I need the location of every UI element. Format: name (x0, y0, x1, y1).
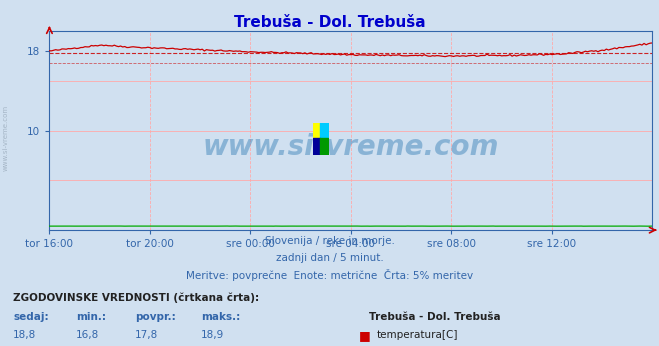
Text: 17,8: 17,8 (135, 330, 158, 340)
Text: Meritve: povprečne  Enote: metrične  Črta: 5% meritev: Meritve: povprečne Enote: metrične Črta:… (186, 269, 473, 281)
Text: www.si-vreme.com: www.si-vreme.com (2, 105, 9, 172)
Text: povpr.:: povpr.: (135, 312, 176, 322)
Text: temperatura[C]: temperatura[C] (377, 330, 459, 340)
Text: 18,8: 18,8 (13, 330, 36, 340)
Text: ■: ■ (359, 329, 371, 342)
Text: maks.:: maks.: (201, 312, 241, 322)
Text: min.:: min.: (76, 312, 106, 322)
Text: www.si-vreme.com: www.si-vreme.com (203, 133, 499, 161)
Text: Slovenija / reke in morje.: Slovenija / reke in morje. (264, 236, 395, 246)
Text: Trebuša - Dol. Trebuša: Trebuša - Dol. Trebuša (234, 15, 425, 29)
Text: 18,9: 18,9 (201, 330, 224, 340)
Text: ZGODOVINSKE VREDNOSTI (črtkana črta):: ZGODOVINSKE VREDNOSTI (črtkana črta): (13, 292, 259, 303)
Text: Trebuša - Dol. Trebuša: Trebuša - Dol. Trebuša (369, 312, 501, 322)
Text: zadnji dan / 5 minut.: zadnji dan / 5 minut. (275, 253, 384, 263)
Text: 16,8: 16,8 (76, 330, 99, 340)
Text: sedaj:: sedaj: (13, 312, 49, 322)
